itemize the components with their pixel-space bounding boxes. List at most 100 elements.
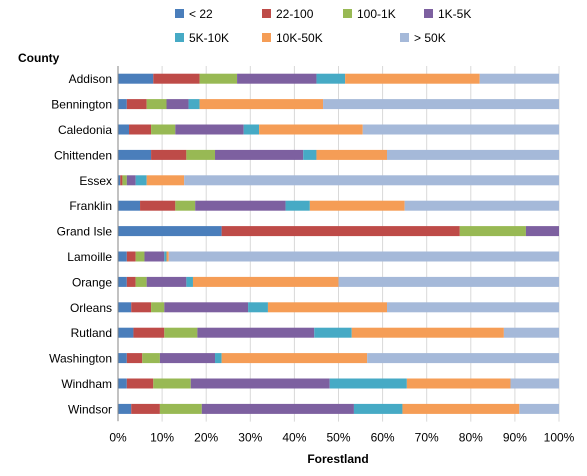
x-tick-label: 0% xyxy=(109,431,127,445)
legend-label: > 50K xyxy=(414,31,446,45)
bar-segment xyxy=(248,302,268,313)
x-tick-label: 10% xyxy=(150,431,174,445)
bar-segment xyxy=(131,302,152,313)
bar-segment xyxy=(118,226,222,237)
bar-segment xyxy=(503,327,559,338)
category-label: Caledonia xyxy=(58,123,112,137)
category-label: Bennington xyxy=(51,98,112,112)
bar-segment xyxy=(243,124,260,135)
bar-segment xyxy=(166,251,169,262)
legend-label: 1K-5K xyxy=(438,7,471,21)
legend-label: 10K-50K xyxy=(276,31,323,45)
category-label: Addison xyxy=(69,72,112,86)
legend-swatch xyxy=(262,9,271,18)
bar-segment xyxy=(133,327,165,338)
bar-segment xyxy=(362,124,559,135)
bar-segment xyxy=(323,99,559,110)
bar-segment xyxy=(186,276,193,287)
bar-segment xyxy=(303,149,317,160)
bar-segment xyxy=(519,403,559,414)
bar-segment xyxy=(135,276,147,287)
bar-segment xyxy=(146,276,187,287)
bar-segment xyxy=(118,353,127,364)
bar-segment xyxy=(184,175,559,186)
bar-segment xyxy=(126,276,136,287)
bar-segment xyxy=(351,327,504,338)
x-tick-label: 80% xyxy=(459,431,483,445)
bar-segment xyxy=(387,149,559,160)
bar-segment xyxy=(129,124,152,135)
x-tick-label: 20% xyxy=(194,431,218,445)
legend-swatch xyxy=(175,9,184,18)
bar-segment xyxy=(144,251,165,262)
bar-segment xyxy=(402,403,520,414)
bar-segment xyxy=(192,276,339,287)
bar-segment xyxy=(199,99,324,110)
bar-segment xyxy=(126,378,154,389)
bar-segment xyxy=(126,251,136,262)
bar-segment xyxy=(188,99,200,110)
bar-segment xyxy=(118,327,134,338)
legend-swatch xyxy=(343,9,352,18)
bar-segment xyxy=(146,175,185,186)
bar-segment xyxy=(153,73,200,84)
category-label: Chittenden xyxy=(54,148,112,162)
bar-segment xyxy=(404,200,559,211)
y-axis-title: County xyxy=(18,51,60,65)
bar-segment xyxy=(131,403,160,414)
bar-segment xyxy=(459,226,526,237)
bar-segment xyxy=(190,378,330,389)
bar-segment xyxy=(329,378,407,389)
bar-segment xyxy=(118,251,127,262)
bar-segment xyxy=(353,403,403,414)
bar-segment xyxy=(153,378,191,389)
bar-segment xyxy=(168,251,559,262)
category-label: Windsor xyxy=(68,402,112,416)
bar-segment xyxy=(118,124,130,135)
bar-segment xyxy=(118,276,127,287)
bar-segment xyxy=(510,378,559,389)
bar-segment xyxy=(164,327,198,338)
bar-segment xyxy=(118,99,127,110)
bars xyxy=(118,73,559,414)
bar-segment xyxy=(118,73,154,84)
category-label: Windham xyxy=(61,377,112,391)
legend-label: 5K-10K xyxy=(189,31,229,45)
bar-segment xyxy=(387,302,559,313)
bar-segment xyxy=(118,175,121,186)
bar-segment xyxy=(406,378,511,389)
bar-segment xyxy=(135,251,145,262)
category-label: Franklin xyxy=(69,199,112,213)
bar-segment xyxy=(197,327,315,338)
legend: < 22 22-100 100-1K 1K-5K 5K-10K 10K-50K > 50K xyxy=(175,7,471,45)
bar-segment xyxy=(525,226,559,237)
legend-label: 22-100 xyxy=(276,7,314,21)
bar-segment xyxy=(164,302,249,313)
bar-segment xyxy=(126,99,147,110)
bar-segment xyxy=(118,149,152,160)
category-labels: Addison Bennington Caledonia Chittenden Esse… xyxy=(49,72,112,416)
bar-segment xyxy=(201,403,354,414)
legend-swatch xyxy=(175,33,184,42)
bar-segment xyxy=(151,124,176,135)
x-tick-label: 100% xyxy=(544,431,575,445)
category-label: Lamoille xyxy=(67,250,112,264)
bar-segment xyxy=(159,353,216,364)
bar-segment xyxy=(479,73,559,84)
bar-segment xyxy=(118,302,132,313)
bar-segment xyxy=(151,149,187,160)
bar-segment xyxy=(195,200,286,211)
bar-segment xyxy=(159,403,202,414)
legend-swatch xyxy=(424,9,433,18)
bar-segment xyxy=(309,200,405,211)
x-tick-label: 60% xyxy=(371,431,395,445)
bar-segment xyxy=(215,149,304,160)
bar-segment xyxy=(316,149,388,160)
bar-segment xyxy=(215,353,222,364)
bar-segment xyxy=(120,175,123,186)
bar-segment xyxy=(151,302,165,313)
bar-segment xyxy=(126,353,143,364)
category-label: Rutland xyxy=(71,326,112,340)
